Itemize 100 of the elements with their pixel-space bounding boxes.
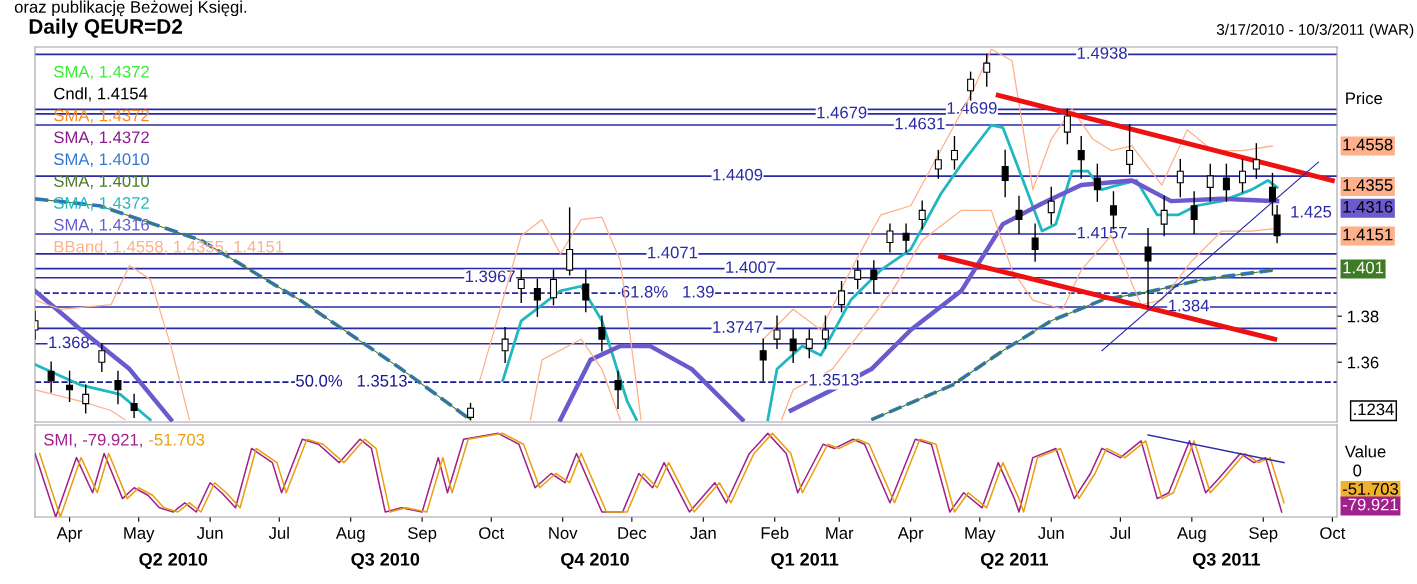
candlestick [773,315,781,350]
x-tick-label: May [965,527,996,543]
candlestick [1126,124,1134,175]
candlestick [934,149,942,179]
x-tick-label: Feb [761,526,789,539]
candlestick [1176,159,1184,198]
ref-line-label: 1.4699 [947,102,997,114]
candlestick [870,260,878,294]
ref-line-label: 61.8% 1.39 [621,285,714,298]
text: Cndl, 1.4154 [54,87,148,102]
candlestick [66,370,74,402]
ref-line-label: 1.4007 [726,261,776,274]
ref-line-label: 50.0% 1.3513 [296,374,407,387]
text: 1.401 [1343,261,1384,274]
x-tick-label: Sep [1249,527,1278,543]
candlestick [614,370,622,409]
candlestick [1077,136,1085,179]
candlestick [918,200,926,230]
candlestick [1190,191,1198,235]
ref-line-label: 1.384 [1169,299,1209,312]
series-label: SMI, -79.921, [44,433,142,448]
y-tick-label: 1.38 [1347,310,1379,323]
candlestick [82,384,90,414]
candlestick [582,269,590,313]
candlestick [983,53,991,87]
text: 1.4316 [1343,200,1393,213]
x-tick-label: Mar [826,527,854,539]
text: 1.4558 [1343,138,1393,151]
x-tick-label: Sep [408,527,437,543]
x-tick-label: Jun [1038,527,1064,539]
candlestick [130,393,138,419]
text: -79.921 [1342,498,1398,511]
candlestick [1015,195,1023,235]
x-tick-label: Aug [1177,527,1206,543]
x-tick-label: May [124,527,155,543]
x2-tick-label: Q2 2011 [980,552,1049,570]
candlestick [838,280,846,313]
candlestick [789,329,797,363]
ref-line-label: 1.3967 [465,270,515,283]
ref-line-label: 1.3747 [713,321,763,333]
candlestick [1222,163,1230,202]
candlestick [1047,186,1055,225]
candlestick [1144,228,1152,308]
candlestick [1206,163,1214,202]
x-tick-label: Nov [549,527,578,539]
candlestick [598,315,606,352]
y-axis-title: Value [1344,445,1386,458]
candlestick [950,136,958,170]
candlestick [1031,223,1039,262]
x-tick-label: Oct [479,527,505,539]
text: 0 [1353,464,1362,477]
annotation: 1.3513 [809,373,859,386]
x-tick-label: Apr [897,527,924,543]
candlestick [1239,159,1247,193]
candlestick [759,338,767,382]
candlestick [533,278,541,317]
chart-subtitle: 3/17/2010 - 10/3/2011 (WAR) [1216,23,1414,38]
text: -51.703 [1342,482,1398,495]
candlestick [854,260,862,290]
series-label: SMA, 1.4010 [54,175,150,189]
candlestick [517,269,525,304]
text: SMA, 1.4316 [54,218,149,233]
text: 1.4151 [1343,228,1393,241]
ref-line-label: 1.4409 [713,168,763,181]
ref-line-label: 1.4157 [1077,226,1127,239]
candlestick [549,269,558,306]
text: SMA, 1.4010 [54,153,150,168]
text: -51.703 [149,433,205,446]
ref-line-label: 1.4631 [895,117,945,130]
candlestick [114,370,122,405]
candlestick [566,207,574,276]
x2-tick-label: Q3 2010 [351,552,420,570]
ref-line-label: 1.4071 [648,246,698,259]
candlestick [886,223,894,253]
x-tick-label: Dec [618,527,647,539]
y-tick-label: 1.36 [1347,356,1379,369]
ref-line-label: 1.4938 [1077,47,1127,59]
x2-tick-label: Q2 2010 [139,552,208,570]
candlestick [1160,195,1168,237]
ref-line-label: 1.368 [49,336,89,349]
y-axis-title: Price [1346,92,1383,105]
text: oraz publikację Beżowej Księgi. [14,0,247,17]
x-tick-label: Oct [1320,527,1346,539]
x2-tick-label: Q4 2010 [561,552,629,570]
candlestick [501,326,509,363]
legend-label: SMA, 1.4372 [54,65,149,80]
x-tick-label: Apr [56,527,83,543]
x2-tick-label: Q3 2011 [1192,552,1261,570]
candlestick [1093,163,1101,202]
x-tick-label: Jul [1109,526,1130,539]
x-tick-label: Jan [690,527,716,539]
text: .1234 [1354,403,1394,416]
x2-tick-label: Q1 2011 [771,552,839,570]
x-tick-label: Jun [196,527,223,539]
candlestick [1252,143,1260,179]
candlestick [821,315,829,350]
text: 1.4355 [1343,179,1393,191]
ref-line-label: 1.4679 [817,106,867,119]
candlestick [1001,149,1009,198]
candlestick [98,343,106,373]
